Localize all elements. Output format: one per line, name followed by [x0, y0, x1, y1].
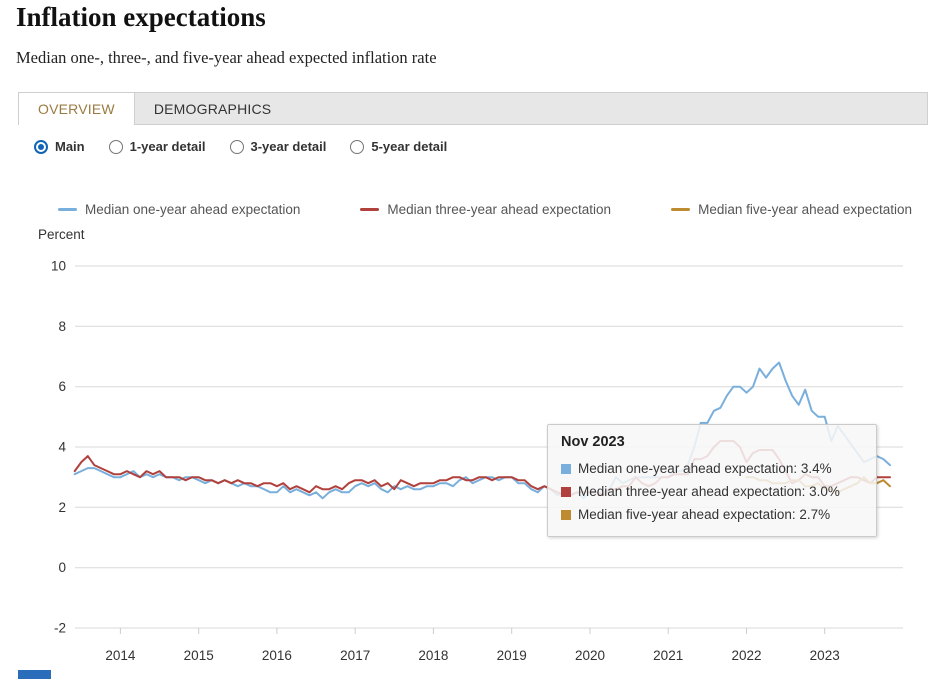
inflation-line-chart[interactable]: 10 8 6 4 2 0 -2 2014 2015 2016 2017 2018 2019 2020 202… [0, 248, 947, 678]
radio-unselected-icon [350, 139, 365, 154]
tooltip-date: Nov 2023 [561, 434, 625, 450]
footer-accent-bar [18, 670, 51, 679]
legend-item-five-year[interactable]: Median five-year ahead expectation [671, 202, 912, 217]
three-year-line-swatch [360, 208, 380, 211]
radio-1-year-label: 1-year detail [129, 139, 206, 154]
x-tick-label: 2022 [731, 648, 761, 663]
legend-item-one-year[interactable]: Median one-year ahead expectation [58, 202, 300, 217]
radio-main[interactable]: Main [34, 139, 85, 154]
x-tick-label: 2017 [340, 648, 370, 663]
tooltip-row-three-year: Median three-year ahead expectation: 3.0… [561, 480, 863, 503]
y-tick-label: 6 [58, 379, 66, 394]
radio-main-label: Main [55, 139, 85, 154]
y-tick-label: 4 [58, 440, 66, 455]
tab-bar: OVERVIEW DEMOGRAPHICS [18, 92, 928, 125]
x-tick-label: 2014 [105, 648, 136, 663]
one-year-line-swatch [58, 208, 77, 211]
radio-selected-icon [34, 139, 48, 154]
radio-5-year-detail[interactable]: 5-year detail [350, 139, 447, 154]
y-tick-label: 10 [51, 259, 66, 274]
x-tick-label: 2020 [575, 648, 605, 663]
y-axis-title: Percent [38, 227, 85, 242]
page-subtitle: Median one-, three-, and five-year ahead… [16, 48, 437, 67]
radio-unselected-icon [108, 139, 123, 154]
chart-legend: Median one-year ahead expectation Median… [58, 202, 912, 217]
five-year-line-swatch [671, 208, 691, 211]
tab-demographics[interactable]: DEMOGRAPHICS [153, 100, 272, 117]
tooltip-three-year-text: Median three-year ahead expectation: 3.0… [578, 484, 840, 499]
chart-tooltip: Nov 2023 Median one-year ahead expectati… [547, 424, 877, 537]
page-title: Inflation expectations [16, 2, 266, 32]
x-tick-label: 2023 [810, 648, 840, 663]
one-year-marker-icon [561, 463, 571, 474]
tab-overview[interactable]: OVERVIEW [18, 92, 135, 125]
tooltip-five-year-text: Median five-year ahead expectation: 2.7% [578, 507, 831, 522]
radio-1-year-detail[interactable]: 1-year detail [108, 139, 206, 154]
tooltip-row-five-year: Median five-year ahead expectation: 2.7% [561, 503, 863, 526]
radio-3-year-detail[interactable]: 3-year detail [229, 139, 327, 154]
radio-5-year-label: 5-year detail [371, 139, 448, 154]
x-tick-label: 2021 [653, 648, 683, 663]
y-tick-label: 8 [58, 319, 66, 334]
radio-unselected-icon [229, 139, 244, 154]
five-year-marker-icon [561, 509, 571, 520]
legend-one-year-label: Median one-year ahead expectation [85, 202, 301, 217]
x-tick-label: 2019 [497, 648, 527, 663]
y-tick-label: 2 [58, 500, 66, 515]
x-tick-label: 2016 [262, 648, 292, 663]
tooltip-one-year-text: Median one-year ahead expectation: 3.4% [578, 461, 832, 476]
y-tick-label: 0 [58, 560, 66, 575]
x-tick-label: 2015 [184, 648, 214, 663]
radio-3-year-label: 3-year detail [250, 139, 327, 154]
y-tick-label: -2 [54, 621, 66, 636]
tooltip-row-one-year: Median one-year ahead expectation: 3.4% [561, 457, 863, 480]
x-tick-label: 2018 [418, 648, 448, 663]
view-selector: Main 1-year detail 3-year detail 5-year … [34, 139, 447, 154]
legend-five-year-label: Median five-year ahead expectation [698, 202, 912, 217]
three-year-marker-icon [561, 486, 571, 497]
legend-three-year-label: Median three-year ahead expectation [387, 202, 612, 217]
legend-item-three-year[interactable]: Median three-year ahead expectation [360, 202, 611, 217]
